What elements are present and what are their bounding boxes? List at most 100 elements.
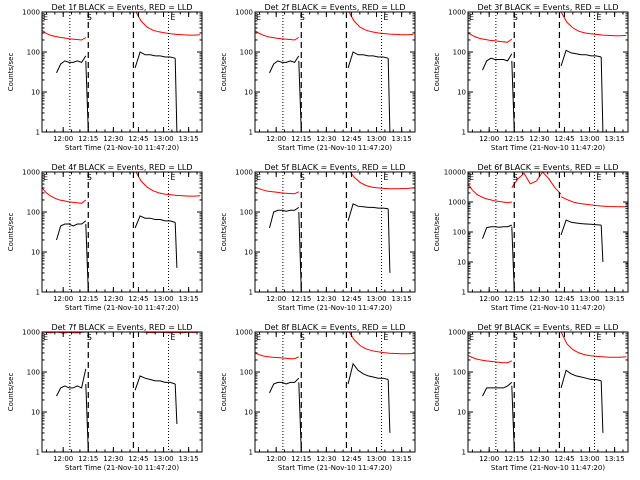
series-group: [255, 332, 414, 452]
plot-frame: [41, 171, 203, 293]
events-series-line: [387, 208, 391, 273]
plot-frame: [254, 171, 416, 293]
x-tick-label: 12:15: [78, 295, 98, 303]
event-marker-label: E: [170, 173, 175, 182]
event-marker-label: E: [383, 13, 388, 22]
event-marker-label: E: [256, 173, 261, 182]
events-series-line: [134, 375, 176, 391]
series-group: [42, 332, 201, 452]
y-tick-label: 1000: [235, 9, 253, 17]
panel-title: Det 5f BLACK = Events, RED = LLD: [264, 163, 405, 172]
x-tick-label: 12:45: [128, 295, 148, 303]
x-tick-label: 12:00: [53, 295, 73, 303]
x-tick-label: 13:00: [153, 295, 173, 303]
plot-frame: [467, 11, 629, 133]
x-tick-label: 12:30: [529, 295, 549, 303]
events-series-line: [511, 60, 515, 132]
y-tick-label: 1000: [22, 9, 40, 17]
x-axis-title: Start Time (21-Nov-10 11:47:20): [491, 144, 605, 152]
x-tick-label: 13:15: [179, 295, 199, 303]
events-series-line: [269, 206, 300, 229]
y-axis-title: Counts/sec: [433, 213, 441, 252]
events-series-line: [298, 211, 302, 292]
x-tick-label: 13:15: [392, 295, 412, 303]
events-series-line: [56, 55, 87, 74]
event-marker-label: E: [469, 333, 474, 342]
x-tick-label: 13:00: [366, 135, 386, 143]
x-tick-label: 12:15: [291, 295, 311, 303]
events-series-line: [56, 368, 87, 397]
x-axis-title: Start Time (21-Nov-10 11:47:20): [278, 304, 392, 312]
events-series-line: [511, 226, 515, 292]
lld-series-line: [135, 12, 201, 36]
y-tick-label: 10: [244, 409, 253, 417]
lld-series-line: [560, 196, 627, 208]
event-marker-label: S: [513, 173, 518, 182]
y-axis-title: Counts/sec: [220, 53, 228, 92]
x-axis-title: Start Time (21-Nov-10 11:47:20): [278, 144, 392, 152]
y-tick-label: 10: [31, 409, 40, 417]
y-tick-label: 100: [27, 369, 40, 377]
event-marker-label: E: [469, 173, 474, 182]
lld-series-line: [255, 352, 299, 360]
x-tick-label: 13:15: [605, 455, 625, 463]
x-tick-label: 12:30: [103, 455, 123, 463]
x-tick-label: 12:45: [554, 135, 574, 143]
y-axis-title: Counts/sec: [433, 53, 441, 92]
x-axis-title: Start Time (21-Nov-10 11:47:20): [278, 464, 392, 472]
x-tick-label: 12:45: [341, 135, 361, 143]
x-tick-label: 13:00: [579, 455, 599, 463]
y-tick-label: 1000: [22, 169, 40, 177]
x-tick-label: 12:00: [479, 455, 499, 463]
events-series-line: [134, 215, 176, 229]
y-tick-label: 1000: [235, 329, 253, 337]
lld-series-line: [348, 332, 414, 355]
y-tick-label: 1: [462, 449, 466, 457]
x-tick-label: 12:15: [291, 135, 311, 143]
event-marker-label: E: [170, 13, 175, 22]
y-tick-label: 10: [457, 409, 466, 417]
y-tick-label: 1000: [448, 199, 466, 207]
x-tick-label: 12:30: [103, 135, 123, 143]
events-series-line: [482, 224, 512, 239]
x-tick-label: 12:45: [554, 295, 574, 303]
x-tick-label: 12:00: [479, 295, 499, 303]
lld-series-line: [468, 32, 513, 43]
events-series-line: [560, 49, 602, 67]
panel-title: Det 6f BLACK = Events, RED = LLD: [477, 163, 618, 172]
x-tick-label: 12:30: [316, 295, 336, 303]
event-marker-label: S: [300, 173, 305, 182]
lld-series-line: [468, 354, 513, 364]
x-tick-label: 13:00: [366, 295, 386, 303]
events-series-line: [174, 222, 178, 268]
event-marker-label: S: [87, 333, 92, 342]
lld-series-line: [42, 332, 86, 334]
y-tick-label: 1000: [22, 329, 40, 337]
event-marker-label: E: [43, 13, 48, 22]
y-tick-label: 1: [36, 449, 40, 457]
x-tick-label: 12:00: [266, 295, 286, 303]
event-marker-label: E: [256, 333, 261, 342]
y-tick-label: 100: [27, 49, 40, 57]
events-series-line: [174, 383, 178, 425]
y-tick-label: 1000: [235, 169, 253, 177]
plot-frame: [467, 331, 629, 453]
events-series-line: [482, 382, 513, 397]
x-tick-label: 13:00: [579, 135, 599, 143]
y-tick-label: 10: [457, 259, 466, 267]
x-tick-label: 12:15: [78, 455, 98, 463]
x-tick-label: 12:45: [341, 295, 361, 303]
lld-series-line: [349, 172, 414, 190]
plot-frame: [467, 171, 629, 293]
y-tick-label: 1: [249, 449, 253, 457]
plot-frame: [41, 11, 203, 133]
plot-frame: [254, 11, 416, 133]
series-group: [42, 12, 201, 132]
series-group: [255, 12, 414, 132]
event-marker-label: E: [596, 333, 601, 342]
event-marker-label: S: [300, 13, 305, 22]
events-series-line: [347, 362, 389, 385]
events-series-line: [174, 58, 178, 132]
x-axis-title: Start Time (21-Nov-10 11:47:20): [65, 144, 179, 152]
